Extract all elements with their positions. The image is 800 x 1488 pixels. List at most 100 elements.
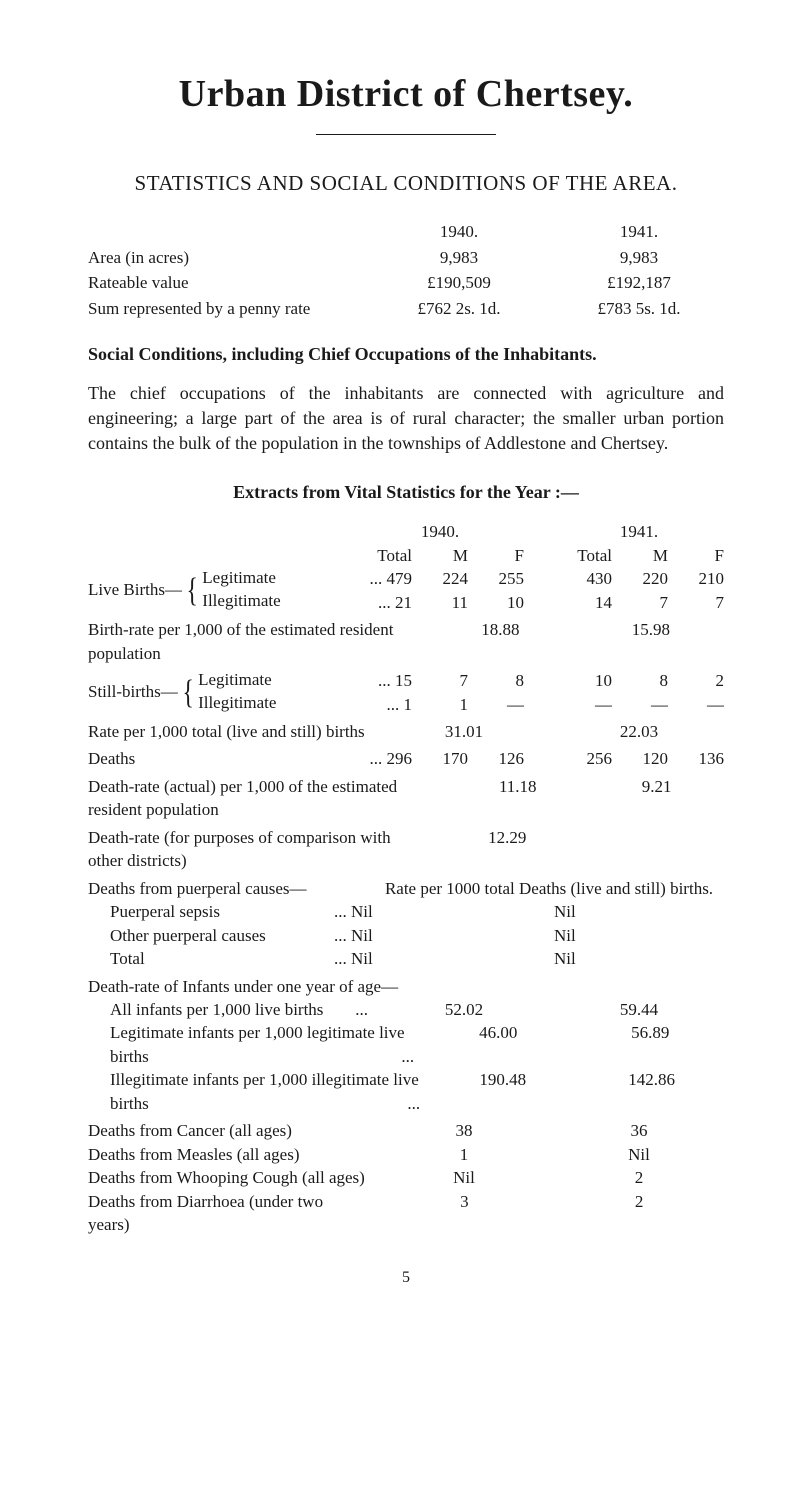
hdr-f-41: F [668, 544, 724, 567]
deaths-f41: 136 [668, 747, 724, 770]
inf-illegit-40: 190.48 [426, 1068, 579, 1115]
area-stats-block: 1940. 1941. Area (in acres) 9,983 9,983 … [88, 220, 724, 320]
stats-heading: STATISTICS AND SOCIAL CONDITIONS OF THE … [88, 169, 724, 198]
live-illegit-m40: 11 [412, 591, 468, 614]
inf-legit-40: 46.00 [420, 1021, 576, 1068]
area-1941: 9,983 [554, 246, 724, 269]
deaths-f40: 126 [468, 747, 524, 770]
social-body: The chief occupations of the inhabitants… [88, 381, 724, 455]
still-legit-m40: 7 [412, 669, 468, 692]
live-legit-f40: 255 [468, 567, 524, 590]
puerp-sepsis-41: Nil [514, 900, 724, 923]
still-illegit-t40: ... 1 [356, 693, 412, 716]
diarr-41: 2 [554, 1190, 724, 1237]
penny-label: Sum represented by a penny rate [88, 297, 364, 320]
still-illegit-f41: — [668, 693, 724, 716]
brace-icon: { [182, 684, 193, 701]
rate-total-41: 22.03 [554, 720, 724, 743]
illegit-label: Illegitimate [202, 590, 280, 613]
area-label: Area (in acres) [88, 246, 364, 269]
year-1941-header: 1941. [554, 220, 724, 243]
still-legit-t40: ... 15 [356, 669, 412, 692]
whoop-41: 2 [554, 1166, 724, 1189]
rateable-1941: £192,187 [554, 271, 724, 294]
whoop-40: Nil [374, 1166, 554, 1189]
penny-1941: £783 5s. 1d. [554, 297, 724, 320]
inf-all-label: All infants per 1,000 live births ... [88, 998, 374, 1021]
still-births-group: Still-births— { Legitimate Illegitimate [88, 669, 350, 715]
hdr-total-40: Total [356, 544, 412, 567]
vs-year-1941: 1941. [554, 520, 724, 543]
inf-all-40: 52.02 [374, 998, 554, 1021]
dr-actual-41: 9.21 [589, 775, 724, 822]
live-illegit-m41: 7 [612, 591, 668, 614]
still-births-label: Still-births— [88, 680, 178, 703]
still-legit-m41: 8 [612, 669, 668, 692]
measles-41: Nil [554, 1143, 724, 1166]
birth-rate-41: 15.98 [578, 618, 724, 665]
still-illegit-t41: — [554, 693, 612, 716]
rateable-1940: £190,509 [364, 271, 554, 294]
deaths-t40: ... 296 [356, 747, 412, 770]
live-illegit-t41: 14 [554, 591, 612, 614]
dr-comp-40: 12.29 [432, 826, 582, 873]
cancer-label: Deaths from Cancer (all ages) [88, 1119, 374, 1142]
puerp-other-40: ... Nil [326, 924, 514, 947]
vs-year-1940: 1940. [356, 520, 524, 543]
live-legit-m41: 220 [612, 567, 668, 590]
dr-actual-label: Death-rate (actual) per 1,000 of the est… [88, 775, 446, 822]
vital-statistics-block: 1940. 1941. Total M F Total M F Live Bir… [88, 520, 724, 1236]
cancer-41: 36 [554, 1119, 724, 1142]
measles-label: Deaths from Measles (all ages) [88, 1143, 374, 1166]
cancer-40: 38 [374, 1119, 554, 1142]
live-legit-f41: 210 [668, 567, 724, 590]
page-title: Urban District of Chertsey. [88, 68, 724, 120]
puerp-other-41: Nil [514, 924, 724, 947]
live-illegit-f41: 7 [668, 591, 724, 614]
brace-icon: { [186, 582, 197, 599]
hdr-total-41: Total [554, 544, 612, 567]
still-illegit-m40: 1 [412, 693, 468, 716]
page: Urban District of Chertsey. STATISTICS A… [0, 0, 800, 1488]
deaths-t41: 256 [554, 747, 612, 770]
inf-illegit-label: Illegitimate infants per 1,000 illegitim… [88, 1068, 426, 1115]
penny-1940: £762 2s. 1d. [364, 297, 554, 320]
puerp-other-label: Other puerperal causes [88, 924, 326, 947]
deaths-m40: 170 [412, 747, 468, 770]
diarr-label: Deaths from Diarrhoea (under two years) [88, 1190, 374, 1237]
dr-actual-40: 11.18 [446, 775, 589, 822]
extracts-heading: Extracts from Vital Statistics for the Y… [88, 480, 724, 505]
puerp-total-40: ... Nil [326, 947, 514, 970]
legit-label: Legitimate [202, 567, 280, 590]
puerp-total-label: Total [88, 947, 326, 970]
puerp-note: Rate per 1000 total Deaths (live and sti… [374, 877, 724, 900]
inf-illegit-41: 142.86 [579, 1068, 724, 1115]
whoop-label: Deaths from Whooping Cough (all ages) [88, 1166, 374, 1189]
hdr-m-41: M [612, 544, 668, 567]
hdr-f-40: F [468, 544, 524, 567]
dr-comp-41 [582, 826, 724, 873]
still-illegit-f40: — [468, 693, 524, 716]
inf-legit-41: 56.89 [576, 1021, 724, 1068]
area-1940: 9,983 [364, 246, 554, 269]
year-1940-header: 1940. [364, 220, 554, 243]
still-illegit-label: Illegitimate [198, 692, 276, 715]
page-number: 5 [88, 1267, 724, 1289]
still-legit-f40: 8 [468, 669, 524, 692]
title-rule [316, 134, 496, 135]
dr-comp-label: Death-rate (for purposes of comparison w… [88, 826, 432, 873]
measles-40: 1 [374, 1143, 554, 1166]
deaths-label: Deaths [88, 747, 356, 770]
deaths-m41: 120 [612, 747, 668, 770]
puerp-sepsis-label: Puerperal sepsis [88, 900, 326, 923]
still-legit-t41: 10 [554, 669, 612, 692]
live-legit-t41: 430 [554, 567, 612, 590]
puerp-sepsis-40: ... Nil [326, 900, 514, 923]
still-illegit-m41: — [612, 693, 668, 716]
hdr-m-40: M [412, 544, 468, 567]
live-births-group: Live Births— { Legitimate Illegitimate [88, 567, 350, 613]
still-legit-label: Legitimate [198, 669, 276, 692]
live-legit-t40: ... 479 [356, 567, 412, 590]
social-heading: Social Conditions, including Chief Occup… [88, 342, 724, 367]
diarr-40: 3 [374, 1190, 554, 1237]
